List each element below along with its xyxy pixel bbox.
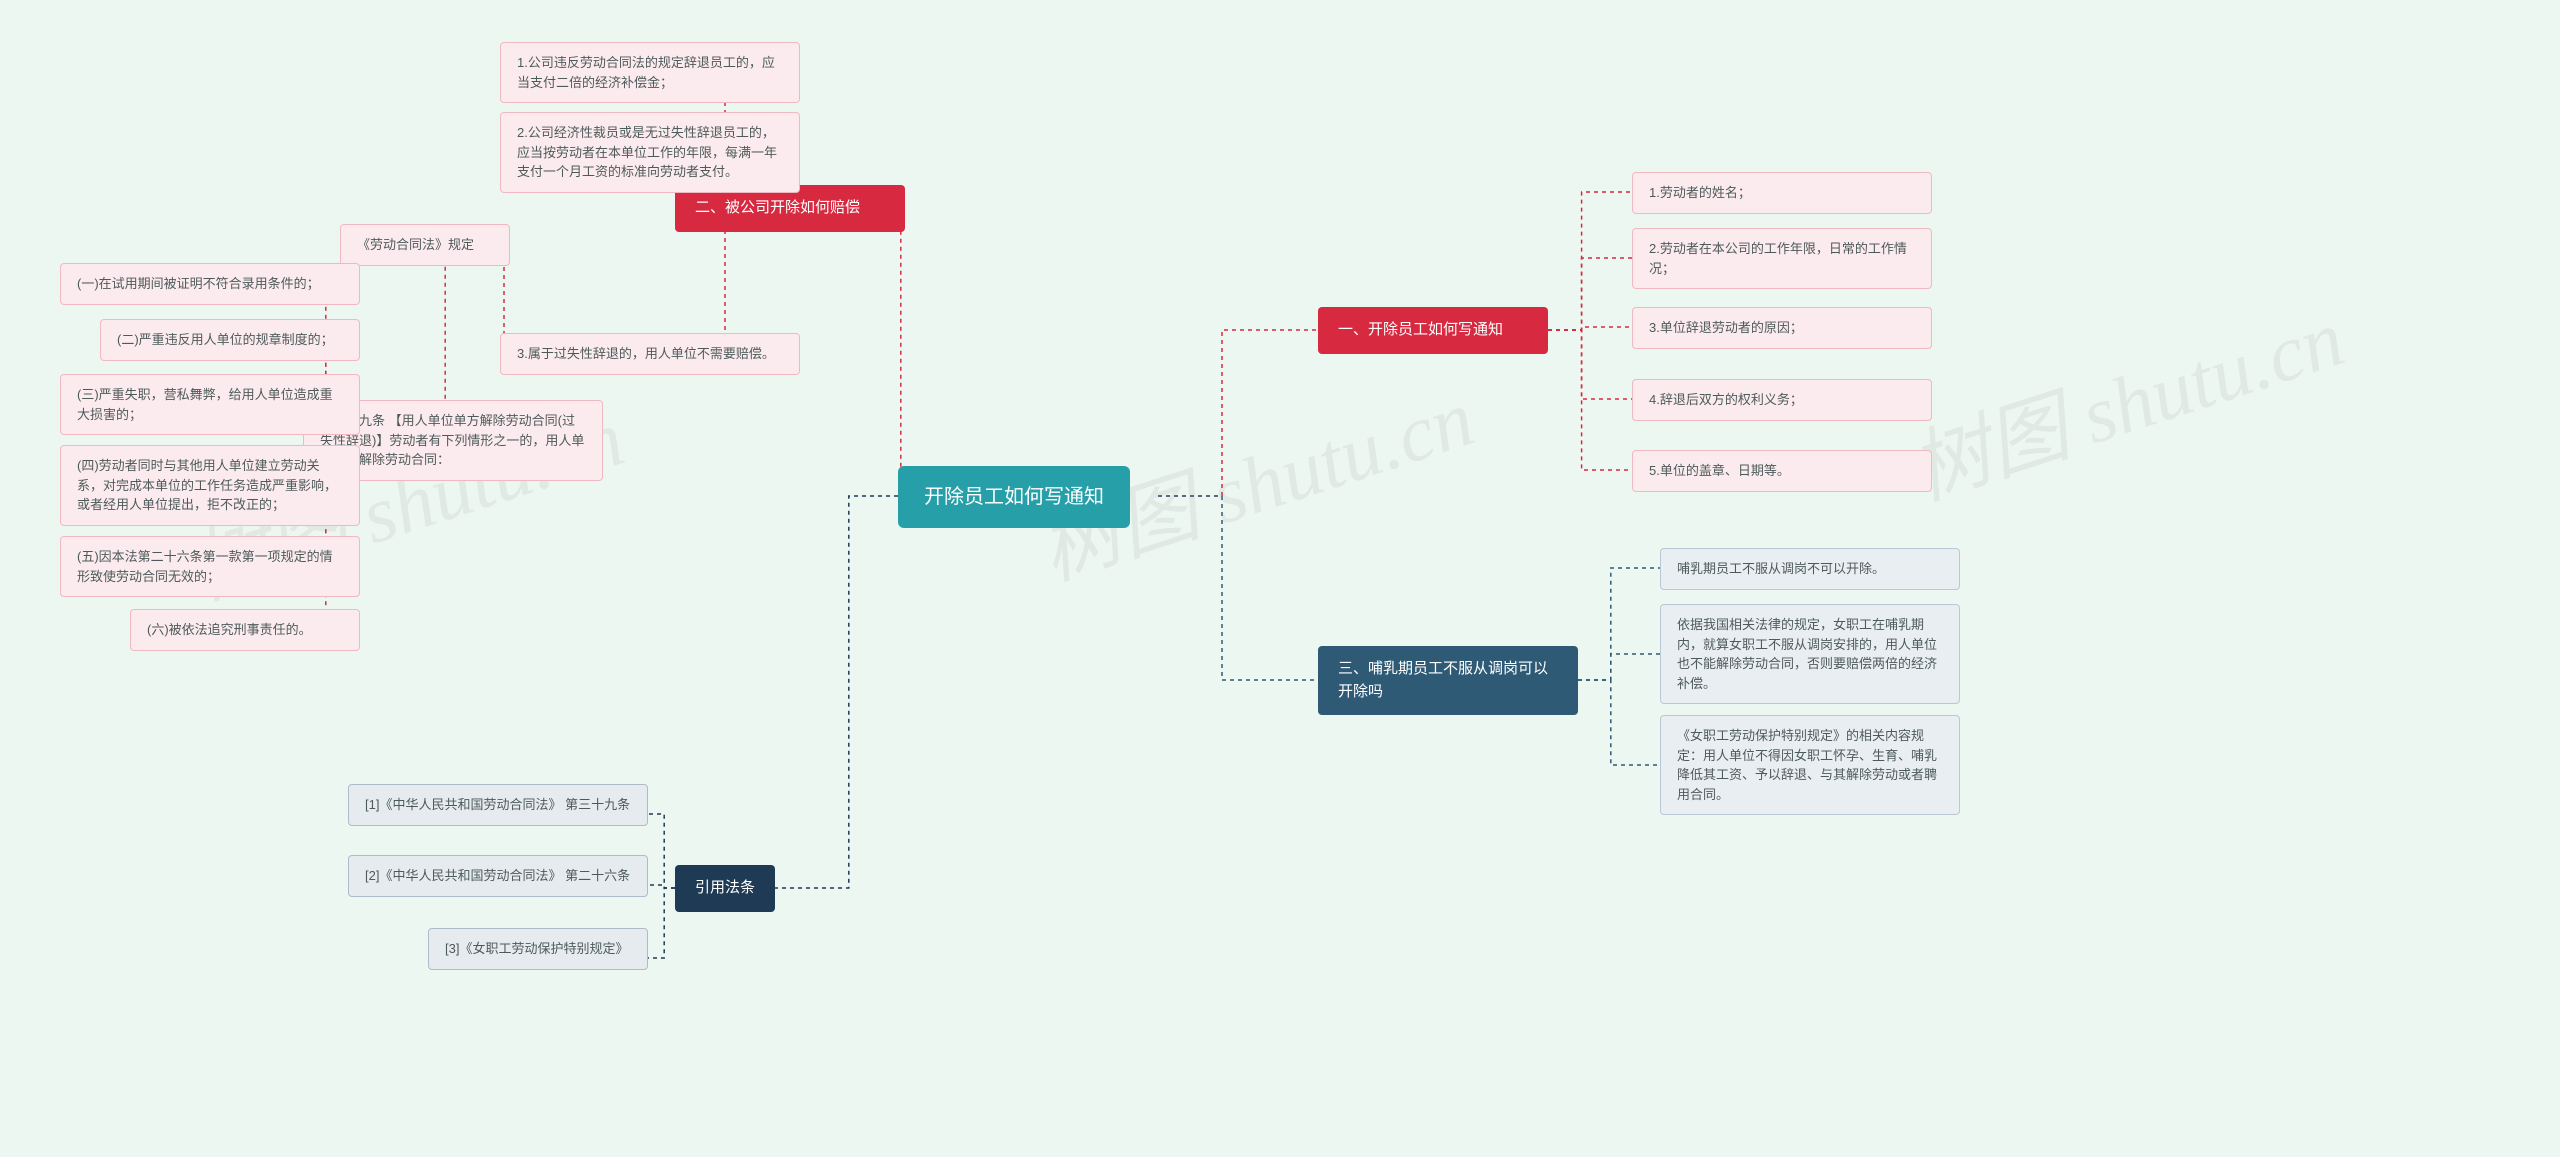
mindmap-leaf: 1.劳动者的姓名； [1632,172,1932,214]
mindmap-root: 开除员工如何写通知 [898,466,1130,528]
mindmap-leaf: 4.辞退后双方的权利义务； [1632,379,1932,421]
mindmap-leaf: 1.公司违反劳动合同法的规定辞退员工的，应当支付二倍的经济补偿金； [500,42,800,103]
mindmap-leaf: 5.单位的盖章、日期等。 [1632,450,1932,492]
mindmap-leaf: 《劳动合同法》规定 [340,224,510,266]
mindmap-leaf: 2.劳动者在本公司的工作年限，日常的工作情况； [1632,228,1932,289]
mindmap-leaf: [1]《中华人民共和国劳动合同法》 第三十九条 [348,784,648,826]
mindmap-leaf: 3.属于过失性辞退的，用人单位不需要赔偿。 [500,333,800,375]
mindmap-leaf: (四)劳动者同时与其他用人单位建立劳动关系，对完成本单位的工作任务造成严重影响，… [60,445,360,526]
mindmap-leaf: 3.单位辞退劳动者的原因； [1632,307,1932,349]
mindmap-section: 一、开除员工如何写通知 [1318,307,1548,354]
mindmap-leaf: (二)严重违反用人单位的规章制度的； [100,319,360,361]
mindmap-leaf: [3]《女职工劳动保护特别规定》 [428,928,648,970]
watermark: 树图 shutu.cn [1893,273,2356,522]
mindmap-section: 三、哺乳期员工不服从调岗可以开除吗 [1318,646,1578,715]
mindmap-leaf: 依据我国相关法律的规定，女职工在哺乳期内，就算女职工不服从调岗安排的，用人单位也… [1660,604,1960,704]
mindmap-leaf: (六)被依法追究刑事责任的。 [130,609,360,651]
mindmap-leaf: [2]《中华人民共和国劳动合同法》 第二十六条 [348,855,648,897]
mindmap-leaf: 2.公司经济性裁员或是无过失性辞退员工的，应当按劳动者在本单位工作的年限，每满一… [500,112,800,193]
connector-layer [0,0,2560,1157]
mindmap-section: 引用法条 [675,865,775,912]
mindmap-leaf: (五)因本法第二十六条第一款第一项规定的情形致使劳动合同无效的； [60,536,360,597]
mindmap-leaf: (一)在试用期间被证明不符合录用条件的； [60,263,360,305]
mindmap-leaf: 哺乳期员工不服从调岗不可以开除。 [1660,548,1960,590]
mindmap-leaf: 《女职工劳动保护特别规定》的相关内容规定：用人单位不得因女职工怀孕、生育、哺乳降… [1660,715,1960,815]
mindmap-leaf: (三)严重失职，营私舞弊，给用人单位造成重大损害的； [60,374,360,435]
